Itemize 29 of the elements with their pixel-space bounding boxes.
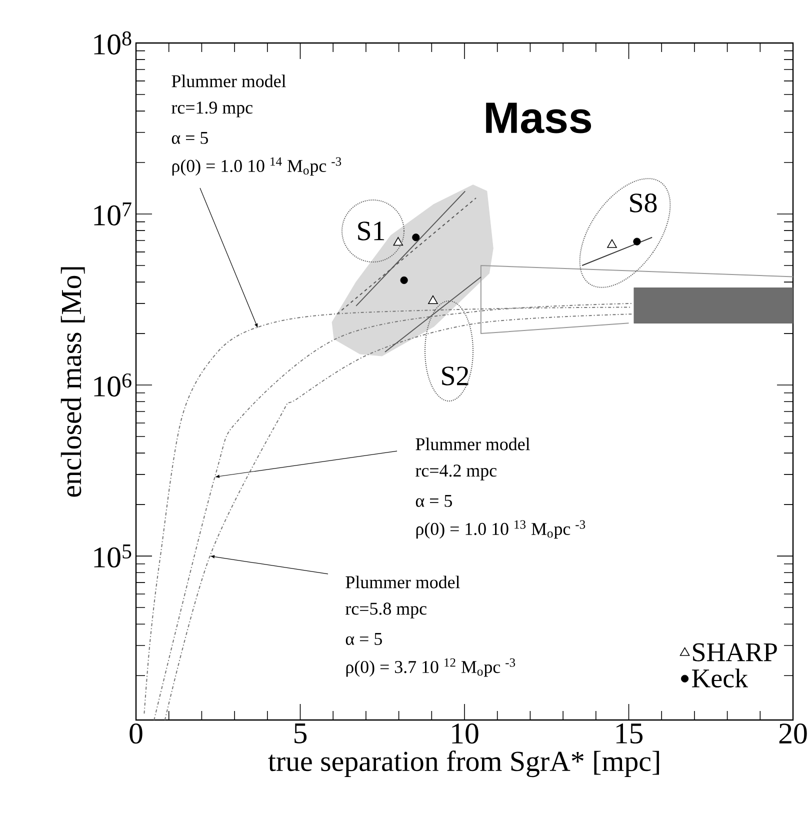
annotation: ρ(0) = 3.7 10 $^{12}$ M$_{o}$pc $^{-3}$ — [346, 658, 516, 677]
annotation: Plummer model — [172, 74, 286, 88]
x-tick-label: 15 — [616, 724, 643, 744]
y-tick-label: 10$^{5}$ — [94, 544, 132, 568]
x-tick-label: 20 — [779, 724, 807, 744]
x-tick-label: 10 — [452, 724, 478, 744]
annotation: rc=4.2 mpc — [416, 464, 496, 480]
annotation: S1 — [358, 222, 384, 240]
x-tick-label: 0 — [130, 724, 142, 744]
y-tick-label: 10$^{6}$ — [94, 373, 132, 397]
legend-label: Keck — [692, 668, 748, 688]
y-axis-title: enclosed mass [Mo] — [60, 267, 85, 497]
annotation: rc=5.8 mpc — [346, 602, 426, 618]
y-tick-label: 10$^{7}$ — [94, 202, 132, 226]
annotation: Plummer model — [346, 576, 460, 588]
annotation: ρ(0) = 1.0 10 $^{14}$ M$_{o}$pc $^{-3}$ — [172, 157, 342, 176]
annotation: rc=1.9 mpc — [172, 102, 252, 118]
annotation: ρ(0) = 1.0 10 $^{13}$ M$_{o}$pc $^{-3}$ — [416, 520, 586, 539]
annotation: α = 5 — [172, 132, 208, 144]
legend-label: SHARP — [693, 643, 777, 662]
annotation: α = 5 — [346, 633, 382, 645]
annotation: Plummer model — [416, 438, 530, 450]
y-tick-label: 10$^{8}$ — [94, 31, 132, 55]
annotation: α = 5 — [416, 495, 452, 507]
x-tick-label: 5 — [294, 724, 307, 744]
annotation: S2 — [442, 366, 468, 386]
text: Mass — [486, 102, 592, 134]
annotation: S8 — [630, 194, 657, 212]
x-axis-title: true separation from SgrA* [mpc] — [268, 750, 659, 778]
